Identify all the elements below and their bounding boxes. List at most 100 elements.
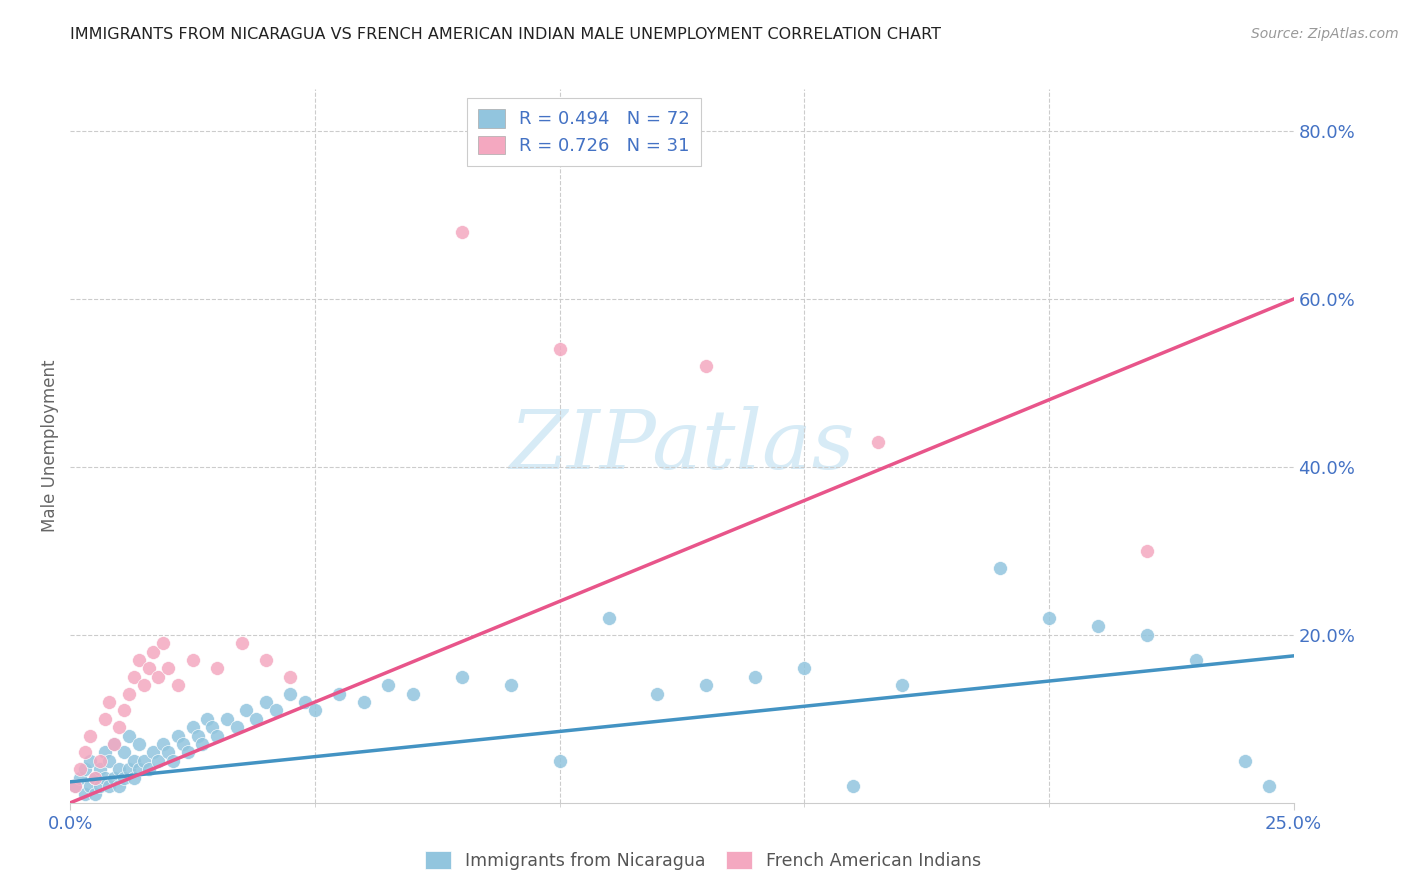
Point [138, 762, 160, 776]
Point [793, 661, 815, 675]
Point [138, 661, 160, 675]
Point [118, 762, 141, 776]
Point [377, 678, 399, 692]
Point [98, 695, 121, 709]
Point [98, 779, 121, 793]
Point [63, 779, 86, 793]
Point [328, 687, 350, 701]
Point [205, 661, 228, 675]
Point [108, 762, 131, 776]
Point [112, 746, 135, 760]
Point [177, 746, 200, 760]
Point [245, 712, 267, 726]
Text: Source: ZipAtlas.com: Source: ZipAtlas.com [1251, 27, 1399, 41]
Point [118, 687, 141, 701]
Point [695, 359, 717, 374]
Point [1184, 653, 1206, 667]
Point [647, 687, 669, 701]
Point [89, 754, 111, 768]
Point [128, 737, 150, 751]
Point [353, 695, 375, 709]
Point [548, 343, 571, 357]
Point [112, 703, 135, 717]
Point [891, 678, 914, 692]
Point [108, 779, 131, 793]
Point [172, 737, 194, 751]
Point [201, 720, 224, 734]
Point [152, 737, 174, 751]
Point [122, 670, 145, 684]
Point [148, 754, 170, 768]
Y-axis label: Male Unemployment: Male Unemployment [41, 359, 59, 533]
Point [128, 653, 150, 667]
Point [132, 678, 155, 692]
Point [132, 754, 155, 768]
Point [195, 712, 218, 726]
Point [79, 754, 101, 768]
Point [122, 771, 145, 785]
Point [112, 771, 135, 785]
Point [103, 771, 125, 785]
Point [89, 779, 111, 793]
Point [842, 779, 865, 793]
Point [69, 771, 91, 785]
Point [988, 560, 1011, 574]
Point [866, 434, 889, 449]
Point [93, 746, 115, 760]
Point [304, 703, 326, 717]
Point [79, 729, 101, 743]
Point [450, 225, 472, 239]
Point [83, 771, 105, 785]
Text: ZIPatlas: ZIPatlas [509, 406, 855, 486]
Point [598, 611, 620, 625]
Point [1038, 611, 1060, 625]
Point [142, 645, 165, 659]
Point [231, 636, 253, 650]
Point [254, 653, 277, 667]
Point [235, 703, 257, 717]
Text: IMMIGRANTS FROM NICARAGUA VS FRENCH AMERICAN INDIAN MALE UNEMPLOYMENT CORRELATIO: IMMIGRANTS FROM NICARAGUA VS FRENCH AMER… [70, 27, 941, 42]
Point [499, 678, 522, 692]
Point [280, 670, 302, 684]
Point [167, 678, 190, 692]
Point [83, 788, 105, 802]
Point [73, 762, 96, 776]
Point [1136, 544, 1159, 558]
Point [181, 653, 204, 667]
Point [294, 695, 316, 709]
Point [152, 636, 174, 650]
Point [225, 720, 247, 734]
Point [548, 754, 571, 768]
Point [73, 746, 96, 760]
Point [181, 720, 204, 734]
Point [280, 687, 302, 701]
Point [63, 779, 86, 793]
Point [205, 729, 228, 743]
Point [128, 762, 150, 776]
Point [103, 737, 125, 751]
Point [122, 754, 145, 768]
Point [93, 771, 115, 785]
Point [108, 720, 131, 734]
Point [93, 712, 115, 726]
Point [744, 670, 766, 684]
Point [1233, 754, 1256, 768]
Point [1258, 779, 1281, 793]
Legend: R = 0.494   N = 72, R = 0.726   N = 31: R = 0.494 N = 72, R = 0.726 N = 31 [467, 98, 702, 166]
Point [79, 779, 101, 793]
Point [148, 670, 170, 684]
Point [69, 762, 91, 776]
Point [167, 729, 190, 743]
Point [89, 762, 111, 776]
Point [191, 737, 214, 751]
Point [402, 687, 425, 701]
Point [254, 695, 277, 709]
Point [118, 729, 141, 743]
Point [157, 661, 180, 675]
Point [186, 729, 208, 743]
Point [1136, 628, 1159, 642]
Point [98, 754, 121, 768]
Legend: Immigrants from Nicaragua, French American Indians: Immigrants from Nicaragua, French Americ… [416, 843, 990, 879]
Point [1087, 619, 1109, 633]
Point [157, 746, 180, 760]
